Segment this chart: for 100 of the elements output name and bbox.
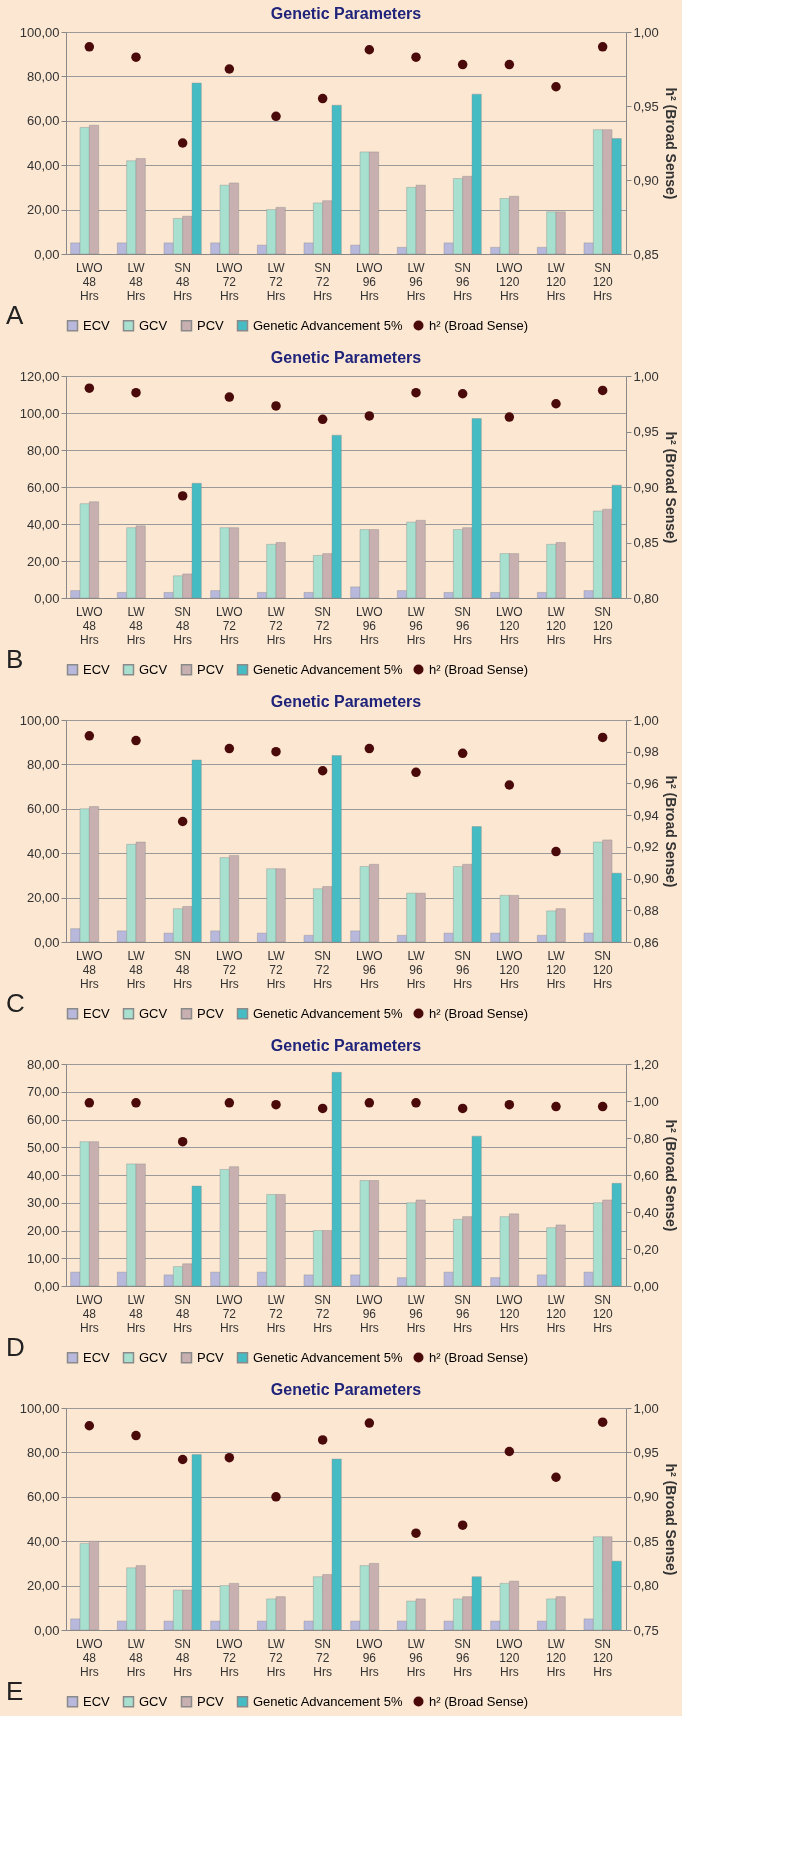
x-tick-label: LW 72 Hrs [266, 604, 286, 647]
y2-tick-label: 0,80 [633, 590, 659, 606]
point [597, 42, 608, 52]
x-tick-label: SN 72 Hrs [313, 604, 332, 647]
y2-tick-label: 0,60 [633, 1167, 659, 1183]
x-tick-label: LWO 120 Hrs [496, 604, 523, 647]
y-tick-label: 80,00 [26, 1444, 60, 1460]
point [457, 59, 468, 70]
point [457, 1103, 468, 1114]
legend-label: Genetic Advancement 5% [253, 661, 404, 677]
legend-label: Genetic Advancement 5% [253, 317, 404, 333]
x-tick-label: SN 96 Hrs [453, 604, 472, 647]
x-tick-label: LWO 120 Hrs [496, 1636, 523, 1679]
y-tick-label: 10,00 [26, 1250, 60, 1266]
y2-tick-label: 1,20 [633, 1056, 659, 1072]
x-tick-label: SN 48 Hrs [173, 1636, 192, 1679]
point [504, 412, 515, 422]
point [551, 399, 561, 409]
y-tick-label: 100,00 [19, 405, 60, 421]
y2-axis-title: h² (Broad Sense) [662, 87, 679, 200]
y2-tick-label: 0,20 [633, 1241, 659, 1257]
y-tick-label: 0,00 [34, 1622, 60, 1638]
y2-tick-label: 0,85 [633, 535, 659, 550]
y2-axis-title: h² (Broad Sense) [662, 431, 679, 544]
point [317, 766, 328, 776]
y-tick-label: 40,00 [26, 157, 60, 173]
y-tick-label: 50,00 [26, 1139, 60, 1155]
point [131, 387, 141, 398]
point [457, 389, 468, 399]
x-tick-label: LWO 48 Hrs [76, 260, 103, 303]
y-tick-label: 20,00 [26, 1223, 60, 1238]
y-tick-label: 100,00 [19, 1400, 60, 1416]
point [271, 401, 281, 411]
point [317, 414, 328, 425]
x-tick-label: LW 96 Hrs [406, 604, 426, 647]
y-tick-label: 0,00 [34, 1278, 60, 1294]
y2-tick-label: 0,94 [633, 807, 659, 823]
y-tick-label: 30,00 [26, 1195, 60, 1211]
y2-tick-label: 0,95 [633, 424, 659, 439]
y-tick-label: 60,00 [26, 801, 60, 817]
x-tick-label: SN 48 Hrs [173, 1292, 192, 1335]
y-tick-label: 20,00 [26, 553, 60, 569]
point [84, 731, 95, 741]
x-tick-label: LW 96 Hrs [406, 260, 426, 303]
x-tick-label: LWO 96 Hrs [356, 604, 383, 647]
y2-tick-label: 0,90 [633, 1489, 659, 1505]
x-tick-label: SN 120 Hrs [592, 604, 613, 647]
y2-tick-label: 0,75 [633, 1622, 659, 1638]
chart-title: Genetic Parameters [270, 1037, 422, 1054]
point [551, 82, 561, 92]
point [364, 1098, 375, 1108]
y-tick-label: 60,00 [26, 113, 60, 129]
point [551, 1472, 561, 1482]
x-tick-label: LWO 96 Hrs [356, 1636, 383, 1679]
x-tick-label: LWO 120 Hrs [496, 1292, 523, 1335]
y-tick-label: 60,00 [26, 1489, 60, 1505]
legend-label: Genetic Advancement 5% [253, 1349, 404, 1365]
point [597, 732, 608, 743]
x-tick-label: SN 48 Hrs [173, 260, 192, 303]
y2-tick-label: 0,88 [633, 902, 659, 918]
y-tick-label: 80,00 [26, 68, 60, 84]
x-tick-label: LWO 96 Hrs [356, 948, 383, 991]
point [411, 1528, 421, 1538]
legend-label: PCV [197, 1349, 225, 1365]
chart-title: Genetic Parameters [270, 349, 422, 366]
point [364, 411, 375, 421]
point [317, 93, 328, 104]
legend-label: Genetic Advancement 5% [253, 1005, 404, 1021]
y-tick-label: 40,00 [26, 1533, 60, 1549]
x-tick-label: LW 48 Hrs [126, 260, 146, 303]
point [224, 64, 235, 74]
point [457, 748, 468, 759]
y2-tick-label: 0,90 [633, 871, 659, 887]
x-tick-label: LW 72 Hrs [266, 948, 286, 991]
point [84, 1098, 95, 1108]
point [224, 743, 235, 754]
legend-label: ECV [83, 317, 111, 333]
y-tick-label: 20,00 [26, 202, 60, 218]
point [504, 780, 515, 790]
x-tick-label: LW 48 Hrs [126, 1292, 146, 1335]
point [224, 1452, 235, 1463]
y2-tick-label: 0,85 [633, 246, 659, 262]
chart-title: Genetic Parameters [270, 5, 422, 22]
y2-axis-title: h² (Broad Sense) [662, 1463, 679, 1576]
x-tick-label: SN 72 Hrs [313, 948, 332, 991]
y2-tick-label: 0,92 [633, 839, 659, 855]
y2-tick-label: 0,98 [633, 744, 659, 760]
point [177, 138, 188, 148]
x-tick-label: SN 72 Hrs [313, 1636, 332, 1679]
x-tick-label: SN 96 Hrs [453, 948, 472, 991]
x-tick-label: SN 120 Hrs [592, 1636, 613, 1679]
y2-tick-label: 0,85 [633, 1533, 659, 1549]
y2-tick-label: 0,86 [633, 934, 659, 950]
point [84, 383, 95, 393]
point [177, 1454, 188, 1465]
point [131, 1098, 141, 1108]
legend-label: GCV [139, 661, 168, 677]
point [271, 1099, 281, 1110]
y-tick-label: 0,00 [34, 246, 60, 262]
x-tick-label: LWO 120 Hrs [496, 948, 523, 991]
